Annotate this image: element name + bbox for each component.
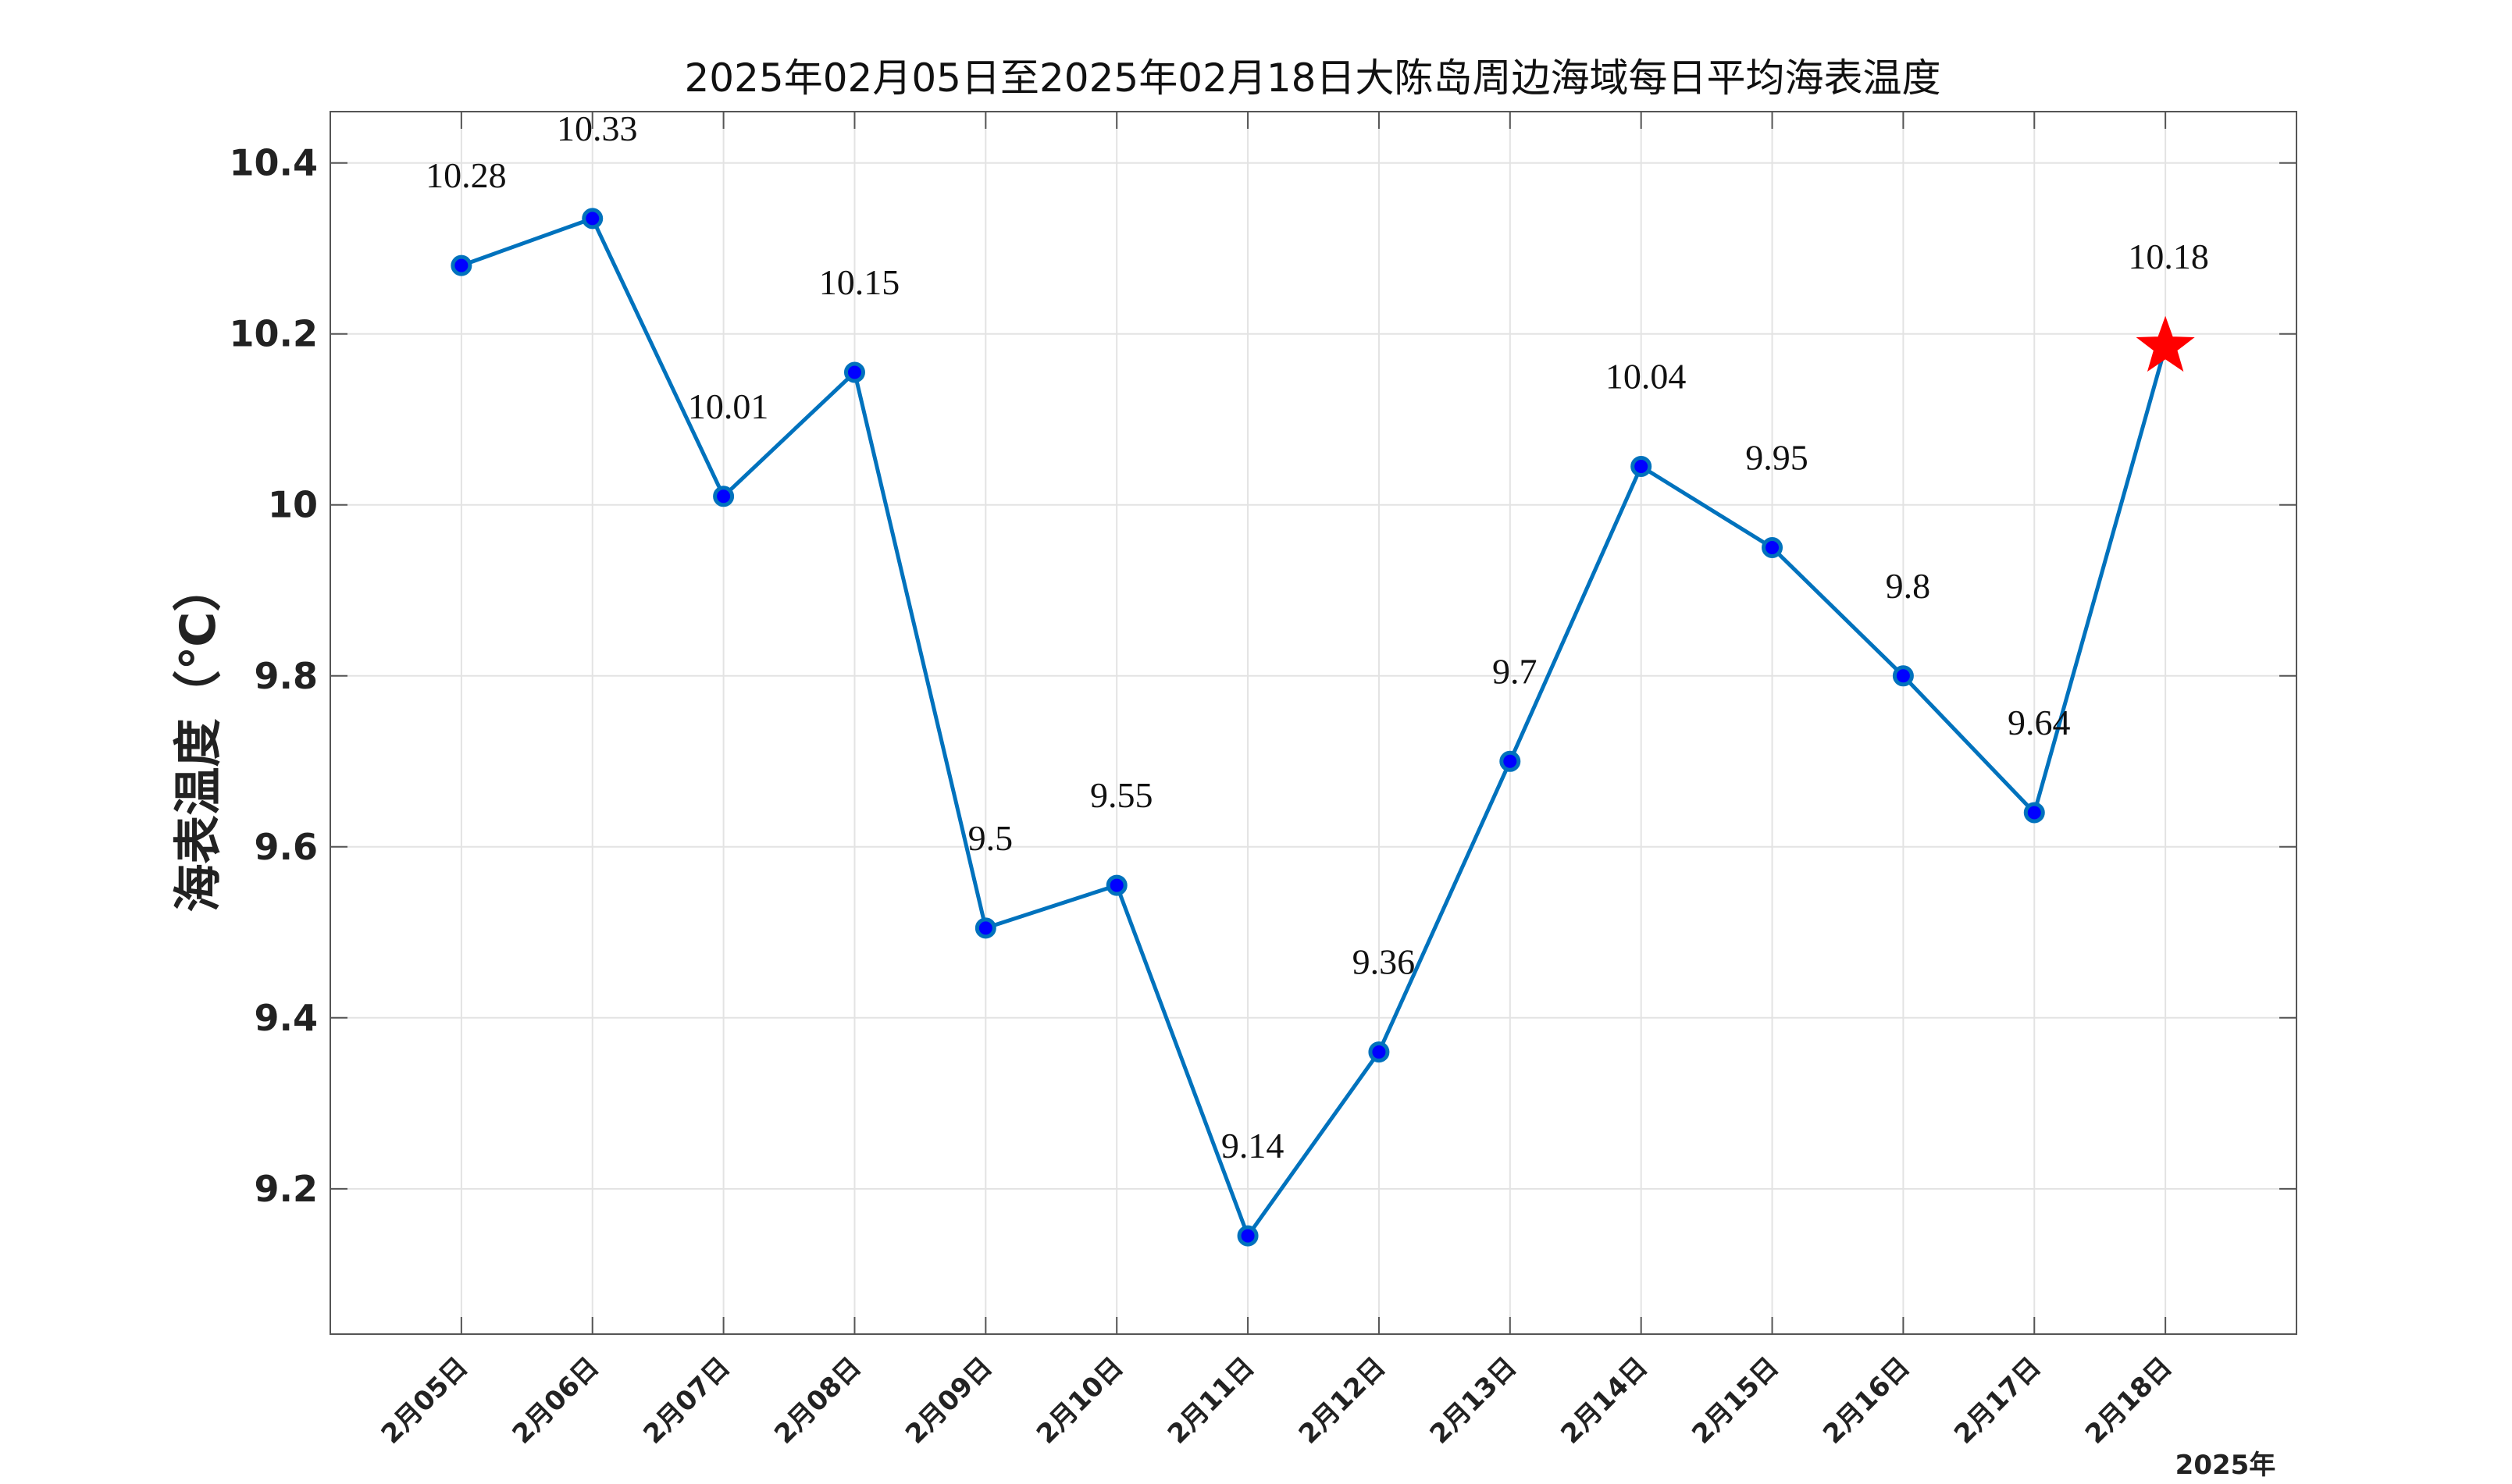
x-tick-label: 2月13日 (1424, 1351, 1523, 1450)
data-point (1892, 665, 1914, 687)
x-tick-label: 2月17日 (1948, 1351, 2047, 1450)
x-tick-label: 2月15日 (1686, 1351, 1785, 1450)
x-tick-label: 2月16日 (1817, 1351, 1916, 1450)
data-point (713, 486, 735, 507)
y-axis-label: 海表温度（℃） (169, 563, 226, 912)
data-labels: 10.28 10.33 10.01 10.15 9.5 9.55 9.14 9.36 9.7 10… (426, 109, 2209, 1165)
data-label: 9.14 (1221, 1126, 1285, 1165)
data-point (582, 208, 604, 230)
x-tick-label: 2月06日 (507, 1351, 606, 1450)
data-point (451, 254, 472, 276)
data-label: 9.95 (1745, 438, 1808, 478)
data-point-star (2136, 315, 2195, 372)
y-tick-label: 10.2 (230, 313, 319, 355)
data-point (843, 361, 865, 383)
y-tick-label: 9.8 (255, 655, 319, 697)
data-point (2023, 802, 2045, 824)
data-label: 10.18 (2128, 237, 2209, 276)
y-tick-label: 10 (268, 484, 318, 526)
x-axis-year-label: 2025年 (2175, 1450, 2276, 1481)
data-label: 10.15 (819, 262, 900, 302)
x-tick-label: 2月12日 (1293, 1351, 1392, 1450)
data-point (1499, 750, 1521, 772)
axis-ticks (330, 112, 2296, 1334)
y-tick-label: 9.4 (255, 997, 319, 1039)
data-point (1762, 537, 1783, 559)
data-point (1106, 874, 1128, 896)
grid (330, 112, 2296, 1334)
x-tick-label: 2月14日 (1555, 1351, 1654, 1450)
data-label: 9.64 (2008, 703, 2071, 742)
plot-area (330, 111, 2297, 1335)
x-tick-label: 2月09日 (900, 1351, 999, 1450)
y-axis-tick-labels: 9.2 9.4 9.6 9.8 10 10.2 10.4 (230, 142, 319, 1210)
data-label: 9.36 (1352, 942, 1416, 982)
x-tick-label: 2月08日 (768, 1351, 868, 1450)
y-tick-label: 10.4 (230, 142, 319, 184)
y-tick-label: 9.6 (255, 826, 319, 868)
data-point (1237, 1225, 1259, 1247)
data-label: 9.8 (1886, 566, 1931, 606)
data-label: 9.55 (1090, 775, 1153, 815)
data-point (1368, 1041, 1390, 1063)
data-label: 10.04 (1605, 356, 1687, 396)
data-point (975, 917, 996, 939)
x-tick-label: 2月07日 (637, 1351, 736, 1450)
series-temperature (451, 208, 2195, 1247)
y-tick-label: 9.2 (255, 1168, 319, 1210)
x-tick-label: 2月05日 (376, 1351, 475, 1450)
series-line (461, 216, 2168, 1238)
chart-title: 2025年02月05日至2025年02月18日大陈岛周边海域每日平均海表温度 (685, 55, 1941, 101)
data-label: 9.7 (1492, 651, 1537, 691)
data-label: 10.01 (688, 386, 769, 426)
x-axis-tick-labels: 2月05日 2月06日 2月07日 2月08日 2月09日 2月10日 2月11日 2月12日… (376, 1351, 2179, 1450)
x-tick-label: 2月11日 (1162, 1351, 1261, 1450)
data-point (1630, 455, 1652, 477)
data-label: 10.28 (426, 155, 507, 195)
data-label: 9.5 (968, 818, 1014, 858)
x-tick-label: 2月18日 (2079, 1351, 2179, 1450)
data-label: 10.33 (557, 109, 638, 148)
x-tick-label: 2月10日 (1031, 1351, 1130, 1450)
